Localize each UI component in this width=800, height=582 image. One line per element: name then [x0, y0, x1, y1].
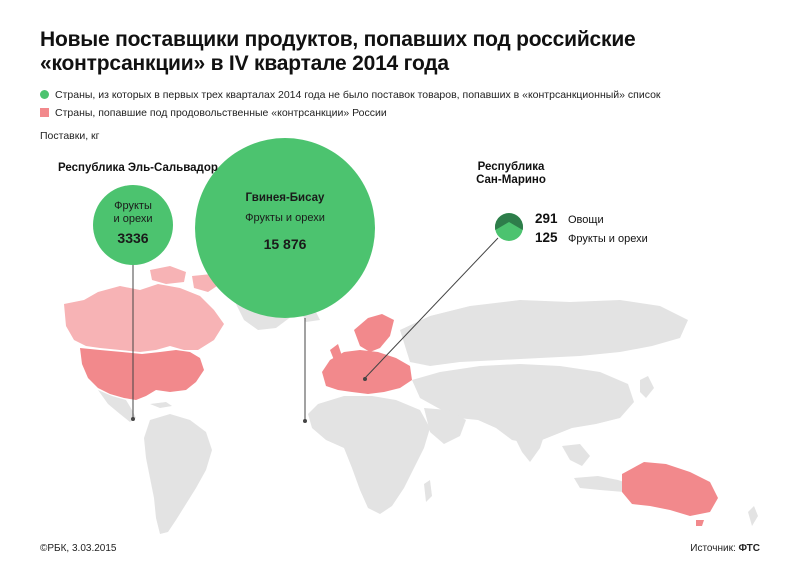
australia [622, 462, 718, 516]
country-label-el-salvador: Республика Эль-Сальвадор [58, 162, 218, 174]
value-label: 15 876 [263, 236, 307, 252]
bubble-label-guinea-bissau: Гвинея-Бисау Фрукты и орехи 15 876 [225, 192, 345, 252]
source-label: Источник: [690, 543, 736, 554]
product-label: Фрукты [114, 200, 152, 212]
bubble-el-salvador [93, 185, 173, 265]
legend-item-new-suppliers: Страны, из которых в первых трех квартал… [40, 89, 661, 101]
leader-line-san-marino [364, 237, 499, 379]
page-title: Новые поставщики продуктов, попавших под… [40, 28, 760, 76]
country-label-guinea-bissau: Гвинея-Бисау [245, 192, 325, 204]
value-label: 291 [535, 211, 558, 226]
mexico [98, 390, 136, 422]
scandinavia [354, 314, 394, 352]
san-marino-item-vegetables: 291 Овощи [535, 211, 604, 226]
title-line-1: Новые поставщики продуктов, попавших под… [40, 28, 636, 51]
marker-guinea-bissau [303, 419, 307, 423]
source: Источник: ФТС [690, 543, 760, 554]
africa [308, 396, 430, 514]
uk [330, 344, 342, 360]
marker-san-marino [363, 377, 367, 381]
value-label: 3336 [117, 230, 149, 246]
product-label: Фрукты и орехи [568, 233, 648, 245]
europe [322, 350, 412, 394]
source-value: ФТС [738, 543, 760, 554]
bubble-guinea-bissau [195, 138, 375, 318]
caribbean [150, 402, 172, 408]
product-label: и орехи [113, 213, 153, 225]
usa [80, 348, 204, 400]
india [512, 420, 546, 462]
unit-label: Поставки, кг [40, 130, 100, 142]
indonesia [574, 476, 636, 492]
value-label: 125 [535, 230, 558, 245]
legend-item-sanctioned: Страны, попавшие под продовольственные «… [40, 107, 387, 119]
copyright: ©РБК, 3.03.2015 [40, 543, 117, 554]
arctic-islands [150, 266, 186, 284]
legend-label: Страны, попавшие под продовольственные «… [55, 107, 387, 119]
marker-el-salvador [131, 417, 135, 421]
product-label: Овощи [568, 214, 604, 226]
japan [640, 376, 654, 398]
asia [412, 364, 634, 444]
canada [64, 284, 224, 352]
new-zealand [748, 506, 758, 526]
south-america [144, 414, 212, 534]
southeast-asia [562, 444, 590, 466]
product-label: Фрукты и орехи [245, 212, 325, 224]
green-circle-icon [40, 90, 49, 99]
russia [400, 300, 688, 366]
tasmania [696, 520, 704, 526]
madagascar [424, 480, 432, 502]
arabia [424, 408, 466, 444]
legend-label: Страны, из которых в первых трех квартал… [55, 89, 661, 101]
title-line-2: «контрсанкции» в IV квартале 2014 года [40, 52, 449, 75]
bubble-label-el-salvador: Фрукты и орехи 3336 [93, 200, 173, 245]
country-label-san-marino: Республика Сан-Марино [476, 161, 546, 186]
san-marino-item-fruits: 125 Фрукты и орехи [535, 230, 648, 245]
bubble-san-marino-vegetables [495, 213, 523, 230]
pink-square-icon [40, 108, 49, 117]
